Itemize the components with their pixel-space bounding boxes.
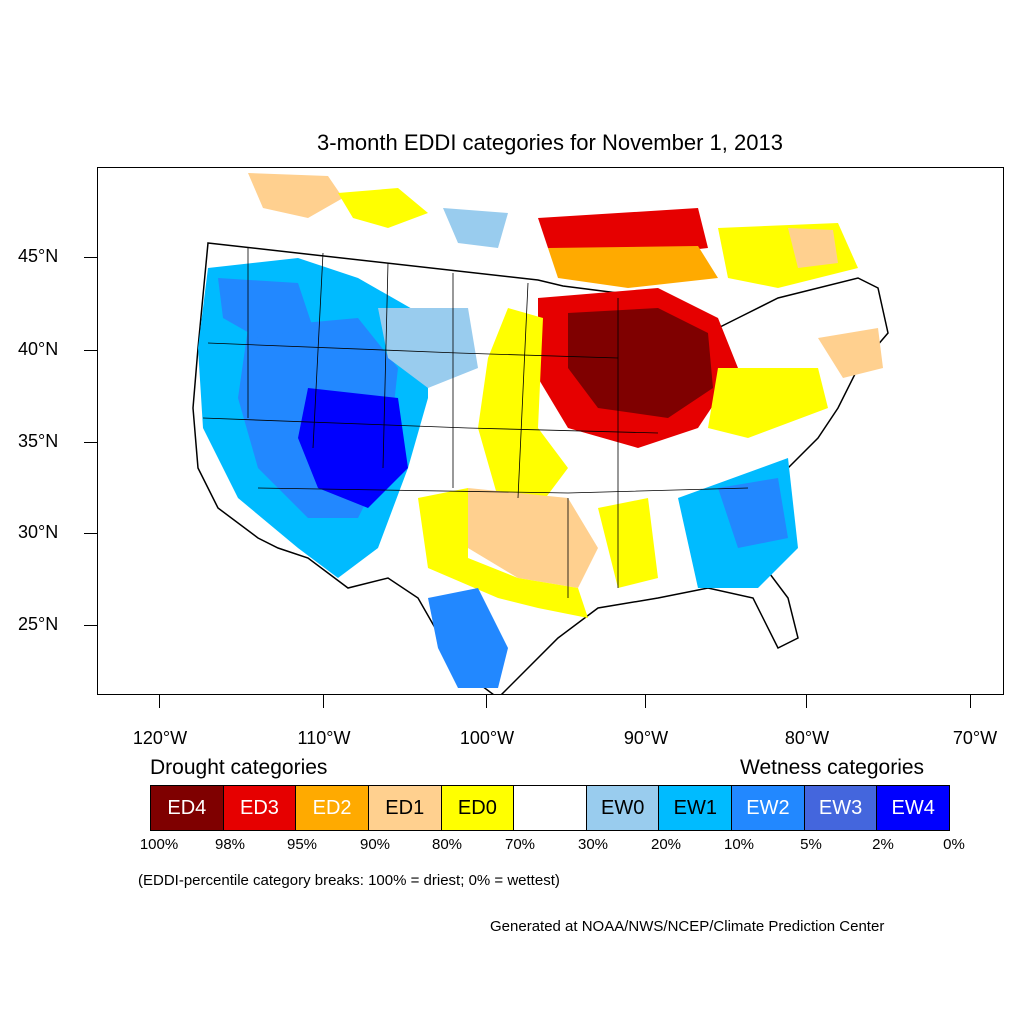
region-south-central-ed0: [418, 488, 588, 618]
lon-tick-110: [323, 695, 324, 708]
legend-ed1: ED1: [368, 786, 442, 830]
lon-label-80: 80°W: [784, 728, 830, 748]
region-northeast-ed1: [818, 328, 883, 378]
state-boundaries: [202, 248, 749, 598]
region-canada-east-ed1: [788, 228, 838, 268]
lat-tick-40: [84, 350, 97, 351]
credit-line: Generated at NOAA/NWS/NCEP/Climate Predi…: [490, 918, 885, 935]
region-canada-west-ed1: [248, 173, 343, 218]
lat-label-45: 45°N: [18, 246, 59, 266]
region-south-central-ed1: [468, 488, 598, 588]
region-four-corners-ew4: [298, 388, 408, 508]
pct-label-2: 2%: [872, 836, 894, 853]
lat-tick-45: [84, 257, 97, 258]
drought-heading: Drought categories: [150, 756, 328, 779]
legend-ed4: ED4: [151, 786, 224, 830]
wetness-heading: Wetness categories: [740, 756, 925, 779]
lon-tick-120: [159, 695, 160, 708]
legend-ew3: EW3: [804, 786, 878, 830]
lon-label-110: 110°W: [297, 728, 351, 748]
legend-ew2: EW2: [732, 786, 805, 830]
pct-label-70: 70%: [504, 836, 536, 853]
eddi-map: [97, 167, 1004, 695]
region-midwest-ed0: [478, 308, 568, 508]
region-southeast-ew2: [718, 478, 788, 548]
lon-label-70: 70°W: [952, 728, 998, 748]
pct-label-30: 30%: [577, 836, 609, 853]
lon-tick-80: [806, 695, 807, 708]
pct-label-10: 10%: [723, 836, 755, 853]
legend-ed2: ED2: [296, 786, 369, 830]
legend-neutral: [514, 786, 587, 830]
lon-label-100: 100°W: [459, 728, 515, 748]
pct-label-20: 20%: [650, 836, 682, 853]
region-ohio-ed0: [708, 368, 828, 438]
region-mississippi-ed0: [598, 498, 658, 588]
pct-label-90: 90%: [359, 836, 391, 853]
lat-label-40: 40°N: [18, 339, 59, 359]
lat-tick-30: [84, 533, 97, 534]
legend-ed0: ED0: [441, 786, 515, 830]
lat-tick-25: [84, 625, 97, 626]
legend-ew0: EW0: [586, 786, 660, 830]
legend-note: (EDDI-percentile category breaks: 100% =…: [138, 872, 560, 889]
pct-label-0: 0%: [943, 836, 965, 853]
region-northwest-ew2: [218, 278, 313, 338]
region-canada-west-ed0: [338, 188, 428, 228]
legend-bar: ED4 ED3 ED2 ED1 ED0 EW0 EW1 EW2 EW3 EW4: [150, 785, 950, 831]
lon-tick-100: [486, 695, 487, 708]
lon-tick-90: [645, 695, 646, 708]
map-canvas: [192, 173, 889, 694]
region-canada-east-ed0: [718, 223, 858, 288]
pct-label-5: 5%: [800, 836, 822, 853]
legend-ew4: EW4: [877, 786, 950, 830]
legend-ew1: EW1: [659, 786, 733, 830]
region-great-lakes-ed4: [568, 308, 713, 418]
lat-label-30: 30°N: [18, 522, 59, 542]
map-title: 3-month EDDI categories for November 1, …: [317, 130, 783, 155]
region-canada-west-ew0: [443, 208, 508, 248]
lon-label-90: 90°W: [623, 728, 669, 748]
lon-tick-70: [970, 695, 971, 708]
pct-label-98: 98%: [214, 836, 246, 853]
region-texas-ew2: [428, 588, 508, 688]
pct-label-100: 100%: [139, 836, 179, 853]
lat-tick-35: [84, 442, 97, 443]
lon-label-120: 120°W: [132, 728, 188, 748]
lat-label-35: 35°N: [18, 431, 59, 451]
lat-label-25: 25°N: [18, 614, 59, 634]
legend-ed3: ED3: [223, 786, 297, 830]
region-canada-east-ed3: [538, 208, 708, 258]
region-canada-east-ed2: [548, 246, 718, 288]
pct-label-95: 95%: [286, 836, 318, 853]
pct-label-80: 80%: [431, 836, 463, 853]
